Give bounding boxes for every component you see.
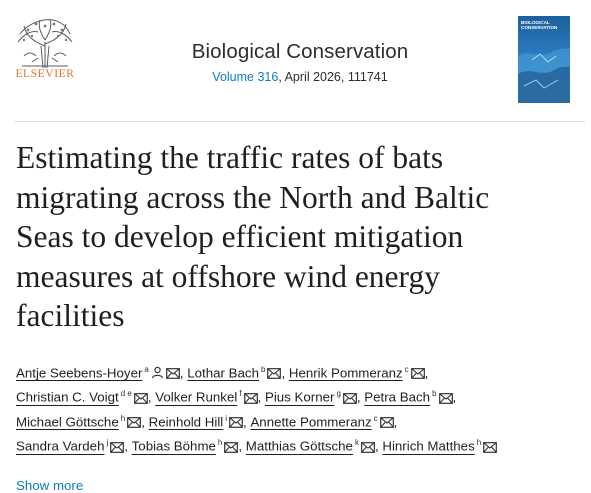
author-entry: Christian C. Voigt d e [16, 389, 148, 405]
article-title: Estimating the traffic rates of bats mig… [16, 138, 576, 336]
author-entry: Pius Korner g [264, 389, 357, 405]
title-line: facilities [16, 298, 125, 333]
author-separator: , [424, 365, 429, 381]
author-name-link[interactable]: Henrik Pommeranz [288, 365, 403, 381]
email-icon[interactable] [361, 441, 375, 453]
author-entry: Tobias Böhme h [131, 438, 239, 454]
publisher-name: ELSEVIER [15, 68, 75, 80]
author-name-link[interactable]: Sandra Vardeh [16, 438, 105, 454]
author-name-link[interactable]: Tobias Böhme [131, 438, 216, 454]
affiliation-superscript[interactable]: h [217, 438, 223, 448]
email-icon[interactable] [133, 392, 148, 404]
author-name-link[interactable]: Pius Korner [264, 389, 335, 405]
author-entry: Antje Seebens-Hoyer a [16, 365, 180, 380]
author-entry: Matthias Göttsche k [245, 438, 375, 454]
author-entry: Hinrich Matthes h [382, 438, 498, 454]
author-separator: , [243, 414, 247, 430]
author-name-link[interactable]: Hinrich Matthes [382, 438, 475, 454]
author-separator: , [393, 414, 398, 430]
affiliation-superscript[interactable]: k [354, 438, 359, 448]
affiliation-superscript[interactable]: h [476, 438, 482, 448]
title-line: Estimating the traffic rates of bats [16, 140, 444, 175]
journal-cover-image[interactable]: BIOLOGICAL CONSERVATION [518, 16, 570, 103]
affiliation-superscript[interactable]: h [120, 413, 126, 423]
affiliation-superscript[interactable]: g [336, 389, 341, 399]
author-name-link[interactable]: Reinhold Hill [148, 414, 224, 430]
journal-title-link[interactable]: Biological Conservation [191, 40, 409, 63]
journal-issue-info: Volume 316, April 2026, 111741 [120, 70, 480, 84]
issue-details: , April 2026, 111741 [278, 70, 388, 84]
author-separator: , [141, 414, 145, 430]
author-row: Sandra Vardeh j, Tobias Böhme h, Matthias … [16, 438, 586, 462]
affiliation-superscript[interactable]: f [239, 389, 242, 399]
author-entry: Volker Runkel f [155, 389, 258, 405]
email-icon[interactable] [127, 417, 142, 429]
title-line: measures at offshore wind energy [16, 258, 440, 294]
author-separator: , [281, 365, 286, 381]
header-divider [14, 121, 585, 122]
author-separator: , [257, 389, 262, 405]
volume-link[interactable]: Volume 316 [212, 70, 279, 84]
email-icon[interactable] [243, 392, 258, 404]
author-row: Antje Seebens-Hoyer a, Lothar Bach b, Henr… [16, 365, 586, 389]
email-icon[interactable] [267, 368, 282, 380]
author-separator: , [147, 389, 152, 405]
author-separator: , [124, 438, 128, 454]
author-entry: Michael Göttsche h [16, 413, 142, 430]
author-separator: , [452, 389, 457, 405]
email-icon[interactable] [229, 417, 243, 429]
author-separator: , [374, 438, 379, 454]
title-line: migrating across the North and Baltic [16, 179, 490, 215]
affiliation-superscript[interactable]: b [260, 365, 266, 374]
author-separator: , [238, 438, 243, 454]
author-name-link[interactable]: Matthias Göttsche [245, 438, 353, 454]
email-icon[interactable] [165, 368, 180, 380]
author-list: Antje Seebens-Hoyer a, Lothar Bach b, Henr… [16, 365, 586, 463]
author-name-link[interactable]: Lothar Bach [187, 365, 259, 381]
author-entry: Lothar Bach b [187, 365, 282, 381]
author-separator: , [179, 365, 184, 381]
affiliation-superscript[interactable]: a [144, 365, 149, 374]
email-icon[interactable] [438, 392, 453, 404]
author-row: Michael Göttsche h, Reinhold Hill i, Annet… [16, 414, 586, 438]
author-entry: Reinhold Hill i [149, 414, 243, 429]
elsevier-tree-logo[interactable] [14, 16, 76, 86]
author-entry: Henrik Pommeranz c [289, 365, 425, 380]
affiliation-superscript[interactable]: j [106, 438, 109, 448]
email-icon[interactable] [110, 441, 125, 453]
affiliation-superscript[interactable]: c [404, 365, 409, 374]
author-name-link[interactable]: Antje Seebens-Hoyer [16, 365, 143, 381]
affiliation-superscript[interactable]: i [225, 413, 228, 423]
affiliation-superscript[interactable]: b [432, 389, 437, 399]
author-name-link[interactable]: Christian C. Voigt [16, 389, 119, 405]
author-separator: , [356, 389, 361, 405]
email-icon[interactable] [224, 441, 239, 453]
author-name-link[interactable]: Volker Runkel [155, 389, 238, 405]
show-more-link[interactable]: Show more [16, 478, 84, 493]
author-name-link[interactable]: Michael Göttsche [16, 414, 119, 430]
affiliation-superscript[interactable]: c [373, 413, 378, 423]
title-line: Seas to develop efficient mitigation [16, 219, 464, 254]
email-icon[interactable] [483, 441, 498, 453]
author-entry: Petra Bach b [364, 389, 453, 405]
author-entry: Sandra Vardeh j [16, 438, 125, 454]
author-row: Christian C. Voigt d e, Volker Runkel f, P… [16, 389, 586, 413]
cover-title: BIOLOGICAL CONSERVATION [521, 20, 558, 31]
affiliation-superscript[interactable]: d e [120, 389, 132, 399]
journal-header: ELSEVIER Biological Conservation Volume … [0, 0, 591, 122]
author-name-link[interactable]: Petra Bach [364, 389, 431, 405]
email-icon[interactable] [342, 392, 357, 404]
email-icon[interactable] [379, 417, 394, 429]
author-entry: Annette Pommeranz c [250, 413, 394, 430]
person-icon[interactable] [151, 366, 164, 379]
email-icon[interactable] [410, 368, 425, 380]
author-name-link[interactable]: Annette Pommeranz [250, 414, 372, 430]
